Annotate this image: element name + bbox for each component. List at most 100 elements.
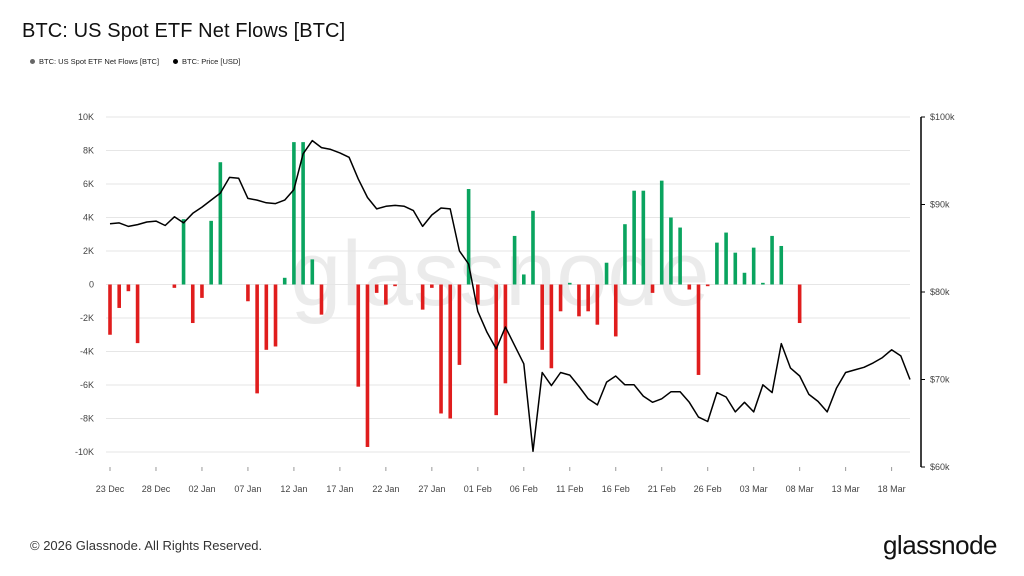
- flow-bar: [218, 162, 223, 285]
- flow-bar: [604, 262, 609, 285]
- flow-bar: [678, 227, 682, 285]
- flow-bar: [172, 284, 177, 288]
- x-tick-label: 17 Jan: [326, 484, 353, 494]
- x-tick-label: 26 Feb: [694, 484, 722, 494]
- y-left-tick-label: 0: [89, 280, 94, 290]
- copyright-text: © 2026 Glassnode. All Rights Reserved.: [30, 538, 263, 553]
- flow-bar: [439, 284, 443, 414]
- legend-dot-flows: [30, 59, 35, 64]
- y-right-tick-label: $90k: [930, 200, 950, 210]
- y-right-tick-label: $100k: [930, 112, 955, 122]
- flow-bar: [586, 284, 590, 312]
- flow-bar: [255, 284, 259, 394]
- flow-bar: [273, 284, 278, 347]
- y-left-tick-label: 8K: [83, 146, 94, 156]
- y-left-tick-label: 2K: [83, 246, 94, 256]
- flow-bar: [117, 284, 121, 308]
- flow-bar: [374, 284, 379, 293]
- flow-bar: [641, 190, 646, 285]
- flow-bar: [595, 284, 600, 325]
- flow-bar: [733, 252, 738, 285]
- legend-item-flows[interactable]: BTC: US Spot ETF Net Flows [BTC]: [30, 57, 159, 66]
- y-right-tick-label: $80k: [930, 287, 950, 297]
- bars-group: [108, 142, 802, 447]
- flow-bar: [705, 284, 710, 287]
- legend-dot-price: [173, 59, 179, 64]
- flow-bar: [430, 284, 434, 288]
- flow-bar: [457, 284, 462, 365]
- flow-bar: [448, 284, 453, 419]
- x-tick-label: 01 Feb: [464, 484, 492, 494]
- flow-bar: [558, 284, 563, 312]
- flow-bar: [246, 284, 250, 302]
- x-tick-label: 03 Mar: [740, 484, 768, 494]
- flow-bar: [770, 235, 774, 285]
- flow-bar: [310, 259, 315, 285]
- flow-bar: [420, 284, 425, 310]
- x-tick-label: 11 Feb: [556, 484, 583, 494]
- x-tick-label: 18 Mar: [878, 484, 906, 494]
- flow-bar: [521, 274, 526, 285]
- chart-legend: BTC: US Spot ETF Net Flows [BTC] BTC: Pr…: [30, 57, 240, 66]
- flow-bar: [476, 284, 480, 305]
- flow-bar: [181, 219, 186, 285]
- flow-bar: [531, 210, 535, 285]
- x-tick-label: 27 Jan: [418, 484, 445, 494]
- flow-bar: [494, 284, 499, 416]
- y-left-tick-label: -10K: [75, 447, 94, 457]
- price-line-group: [109, 139, 911, 453]
- flow-bar: [301, 142, 305, 285]
- x-tick-label: 21 Feb: [648, 484, 676, 494]
- y-left-tick-label: 10K: [78, 112, 94, 122]
- y-right-tick-label: $70k: [930, 375, 950, 385]
- flow-bar: [659, 180, 664, 285]
- y-left-tick-label: 6K: [83, 179, 94, 189]
- x-tick-label: 12 Jan: [280, 484, 307, 494]
- flow-bar: [319, 284, 324, 315]
- axes-group: 10K 8K 6K 4K 2K 0 -2K -4K -6K -8K -10K $100k $90k $80…: [75, 112, 955, 494]
- flow-bar: [384, 284, 388, 305]
- flow-bar: [356, 284, 361, 387]
- flow-bar: [696, 284, 701, 375]
- flow-bar: [742, 272, 747, 285]
- flow-bar: [540, 284, 544, 350]
- legend-item-price[interactable]: BTC: Price [USD]: [173, 57, 240, 66]
- x-tick-label: 07 Jan: [234, 484, 261, 494]
- flow-bar: [779, 245, 784, 285]
- flow-bar: [512, 235, 517, 285]
- x-tick-label: 02 Jan: [188, 484, 215, 494]
- flow-bar: [393, 284, 397, 287]
- flow-bar: [466, 189, 471, 285]
- flow-bar: [577, 284, 581, 317]
- flow-bar: [135, 284, 140, 344]
- x-tick-label: 13 Mar: [832, 484, 860, 494]
- flow-bar: [503, 284, 508, 384]
- watermark-text: glassnode: [290, 223, 709, 325]
- y-left-tick-label: 4K: [83, 213, 94, 223]
- flow-bar: [623, 224, 627, 285]
- price-line: [109, 139, 911, 453]
- flow-bar: [715, 242, 719, 285]
- flow-bar: [751, 247, 756, 285]
- flow-bar: [669, 217, 673, 285]
- flow-bar: [567, 282, 572, 285]
- flow-bar: [797, 284, 802, 324]
- x-tick-label: 22 Jan: [372, 484, 399, 494]
- x-tick-label: 16 Feb: [602, 484, 630, 494]
- x-tick-label: 28 Dec: [142, 484, 171, 494]
- legend-label-flows: BTC: US Spot ETF Net Flows [BTC]: [39, 57, 160, 66]
- flow-bar: [365, 284, 370, 447]
- flow-bar: [549, 284, 554, 369]
- y-right-tick-label: $60k: [930, 462, 950, 472]
- flow-bar: [724, 232, 728, 285]
- brand-logo: glassnode: [882, 530, 998, 560]
- chart-title: BTC: US Spot ETF Net Flows [BTC]: [22, 20, 346, 42]
- flow-bar: [282, 277, 287, 285]
- flow-bar: [613, 284, 618, 337]
- flow-bar: [292, 142, 296, 285]
- flow-bar: [108, 284, 112, 335]
- flow-bar: [126, 284, 131, 292]
- flow-bar: [687, 284, 692, 290]
- flow-bar: [190, 284, 195, 324]
